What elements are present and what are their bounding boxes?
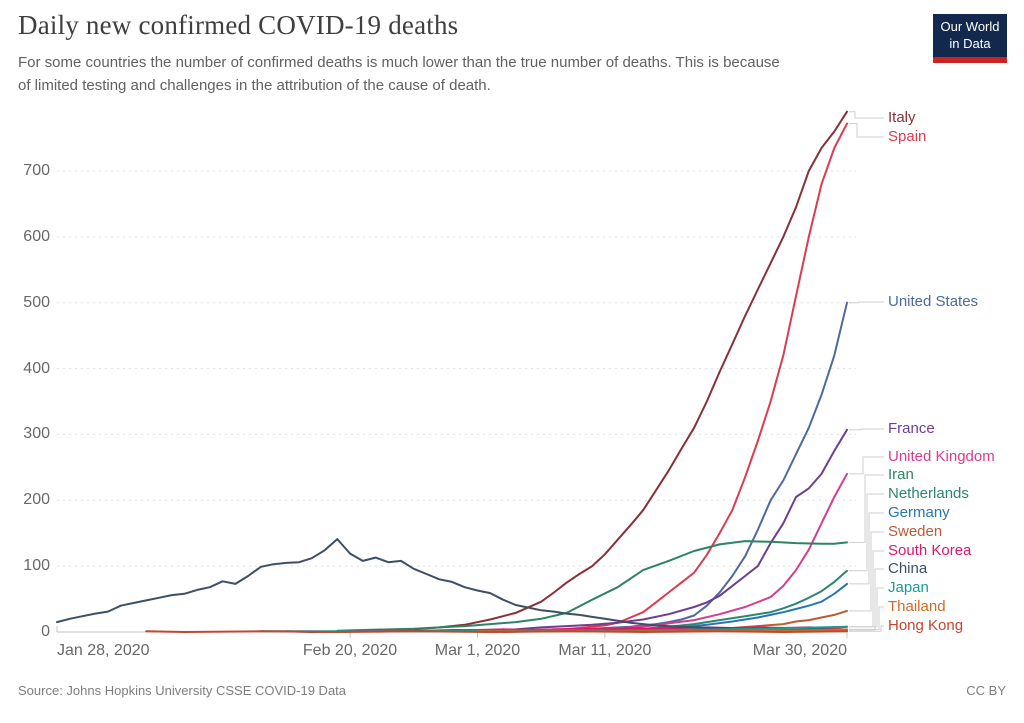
legend-label-netherlands[interactable]: Netherlands xyxy=(888,485,969,502)
series-line-germany[interactable] xyxy=(578,582,848,633)
label-connector-sweden xyxy=(849,531,884,612)
y-tick-label: 500 xyxy=(23,293,50,311)
label-connector-germany xyxy=(849,512,884,585)
label-connector-spain xyxy=(849,123,884,138)
y-tick-label: 600 xyxy=(23,227,50,245)
legend-label-france[interactable]: France xyxy=(888,420,935,437)
legend-label-japan[interactable]: Japan xyxy=(888,579,929,596)
y-tick-label: 200 xyxy=(23,491,50,509)
series-line-spain[interactable] xyxy=(502,122,848,633)
owid-logo-line1: Our World xyxy=(940,19,1000,34)
chart-subtitle: For some countries the number of confirm… xyxy=(18,54,780,94)
label-connector-italy xyxy=(849,111,884,119)
legend-label-south-korea[interactable]: South Korea xyxy=(888,542,972,559)
y-tick-label: 0 xyxy=(41,623,50,640)
series-line-hong-kong[interactable] xyxy=(145,630,848,633)
label-connector-japan xyxy=(849,587,884,628)
label-connector-united-kingdom xyxy=(849,456,884,475)
owid-logo-red-bar xyxy=(933,56,1007,63)
legend-label-united-kingdom[interactable]: United Kingdom xyxy=(888,448,995,465)
legend-label-hong-kong[interactable]: Hong Kong xyxy=(888,617,964,634)
y-tick-label: 700 xyxy=(23,162,50,179)
label-connector-united-states xyxy=(849,301,884,304)
label-connector-netherlands xyxy=(849,493,884,572)
series-line-china[interactable] xyxy=(56,538,848,631)
series-line-france[interactable] xyxy=(285,428,848,633)
chart-title: Daily new confirmed COVID-19 deaths xyxy=(18,10,459,40)
series-line-iran[interactable] xyxy=(336,540,848,632)
label-connector-hong-kong xyxy=(849,625,884,632)
legend-label-china[interactable]: China xyxy=(888,560,928,577)
license-link[interactable]: CC BY xyxy=(966,683,1006,698)
owid-logo-line2: in Data xyxy=(949,35,991,51)
legend-label-united-states[interactable]: United States xyxy=(888,293,979,310)
series-line-united-states[interactable] xyxy=(463,301,848,633)
legend-label-iran[interactable]: Iran xyxy=(888,466,914,483)
series-line-italy[interactable] xyxy=(361,110,848,633)
x-tick-label: Feb 20, 2020 xyxy=(302,642,398,659)
label-connector-china xyxy=(849,568,884,631)
owid-logo[interactable]: Our World in Data xyxy=(933,14,1007,63)
label-connector-france xyxy=(849,428,884,431)
x-tick-label: Mar 11, 2020 xyxy=(558,642,652,659)
y-tick-label: 100 xyxy=(23,557,50,575)
y-tick-label: 400 xyxy=(23,359,50,377)
chart-footer: Source: Johns Hopkins University CSSE CO… xyxy=(0,683,1024,698)
legend-label-germany[interactable]: Germany xyxy=(888,504,950,521)
series-line-netherlands[interactable] xyxy=(540,569,848,633)
legend-label-thailand[interactable]: Thailand xyxy=(888,598,946,615)
legend-label-sweden[interactable]: Sweden xyxy=(888,523,943,540)
x-tick-label: Mar 1, 2020 xyxy=(434,642,521,659)
x-tick-label: Jan 28, 2020 xyxy=(57,642,150,659)
owid-logo-text: Our World in Data xyxy=(933,14,1007,57)
legend-label-italy[interactable]: Italy xyxy=(888,109,916,126)
x-tick-label: Mar 30, 2020 xyxy=(752,642,847,659)
legend-label-spain[interactable]: Spain xyxy=(888,128,927,145)
label-connector-iran xyxy=(849,474,884,543)
y-tick-label: 300 xyxy=(23,425,50,443)
source-note: Source: Johns Hopkins University CSSE CO… xyxy=(18,683,347,698)
label-connector-thailand xyxy=(849,606,884,630)
